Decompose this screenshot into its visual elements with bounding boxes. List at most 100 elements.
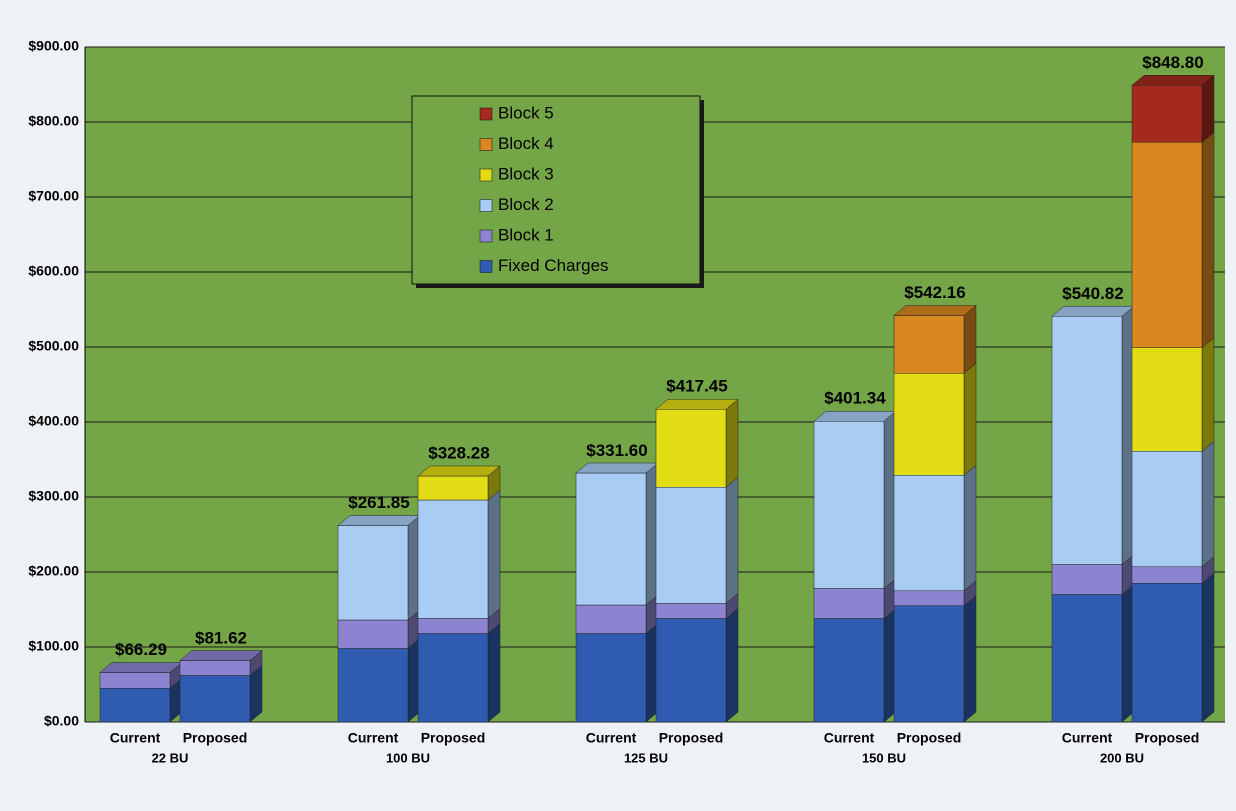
bar-segment xyxy=(575,633,647,723)
bar-segment xyxy=(893,590,965,606)
bar-segment xyxy=(655,409,727,488)
legend-label: Fixed Charges xyxy=(498,256,609,275)
bar-side xyxy=(725,607,739,723)
legend-label: Block 5 xyxy=(498,103,554,122)
x-tick-label: Proposed xyxy=(1135,730,1200,746)
total-label: $81.62 xyxy=(195,628,247,647)
y-tick-label: $200.00 xyxy=(28,563,79,579)
bar-segment xyxy=(1131,85,1203,143)
bar-segment xyxy=(417,618,489,634)
bar-segment xyxy=(1131,451,1203,567)
bar-top xyxy=(99,662,183,673)
bar-top xyxy=(1051,306,1135,317)
y-tick-label: $500.00 xyxy=(28,338,79,354)
legend xyxy=(411,95,701,285)
bar-segment xyxy=(337,648,409,723)
bar-segment xyxy=(1131,566,1203,584)
bar-segment xyxy=(1131,142,1203,348)
group-label: 22 BU xyxy=(152,750,189,765)
bar-segment xyxy=(893,475,965,591)
bar-top xyxy=(179,650,263,661)
x-tick-label: Current xyxy=(1062,730,1113,746)
x-tick-label: Current xyxy=(348,730,399,746)
total-label: $401.34 xyxy=(824,388,886,407)
bar-side xyxy=(963,595,977,723)
bar-segment xyxy=(575,472,647,606)
bar-segment xyxy=(893,373,965,476)
x-tick-label: Current xyxy=(586,730,637,746)
bar-segment xyxy=(1051,564,1123,595)
y-tick-label: $400.00 xyxy=(28,413,79,429)
bar-segment xyxy=(575,604,647,634)
total-label: $540.82 xyxy=(1062,284,1123,303)
bar-segment xyxy=(337,619,409,649)
y-tick-label: $100.00 xyxy=(28,638,79,654)
bar-side xyxy=(963,464,977,592)
bar-segment xyxy=(1131,583,1203,723)
x-tick-label: Current xyxy=(110,730,161,746)
bar-top xyxy=(655,399,739,410)
bar-segment xyxy=(655,487,727,604)
bar-top xyxy=(417,465,501,477)
legend-swatch xyxy=(479,199,493,212)
total-label: $66.29 xyxy=(115,640,167,659)
bar-side xyxy=(1201,74,1215,143)
legend-swatch xyxy=(479,138,493,151)
bar-side xyxy=(725,476,739,605)
bar-side xyxy=(487,622,501,723)
y-tick-label: $700.00 xyxy=(28,188,79,204)
bar-segment xyxy=(337,525,409,621)
group-label: 200 BU xyxy=(1100,750,1144,765)
bar-top xyxy=(1131,75,1215,86)
legend-label: Block 2 xyxy=(498,195,554,214)
bar-segment xyxy=(813,618,885,723)
bar-segment xyxy=(893,315,965,374)
bar-segment xyxy=(179,660,251,676)
bar-top xyxy=(893,305,977,316)
legend-swatch xyxy=(479,260,493,273)
bar-side xyxy=(963,362,977,476)
y-tick-label: $600.00 xyxy=(28,263,79,279)
y-tick-label: $300.00 xyxy=(28,488,79,504)
bar-segment xyxy=(813,588,885,619)
x-tick-label: Proposed xyxy=(659,730,724,746)
y-tick-label: $900.00 xyxy=(28,38,79,54)
bar-segment xyxy=(417,633,489,723)
bar-segment xyxy=(893,605,965,723)
bar-segment xyxy=(417,499,489,619)
bar-segment xyxy=(655,603,727,619)
total-label: $542.16 xyxy=(904,283,965,302)
bar-side xyxy=(725,398,739,488)
legend-label: Block 4 xyxy=(498,134,554,153)
x-tick-label: Proposed xyxy=(897,730,962,746)
group-label: 150 BU xyxy=(862,750,906,765)
bar-side xyxy=(487,489,501,620)
group-label: 100 BU xyxy=(386,750,430,765)
total-label: $417.45 xyxy=(666,376,727,395)
y-tick-label: $0.00 xyxy=(44,713,79,729)
bar-segment xyxy=(179,675,251,723)
bar-side xyxy=(1201,440,1215,568)
total-label: $261.85 xyxy=(348,493,409,512)
total-label: $331.60 xyxy=(586,441,647,460)
legend-label: Block 3 xyxy=(498,164,554,183)
bar-top xyxy=(813,411,897,422)
x-tick-label: Current xyxy=(824,730,875,746)
y-tick-label: $800.00 xyxy=(28,113,79,129)
x-tick-label: Proposed xyxy=(183,730,248,746)
legend-swatch xyxy=(479,168,493,182)
x-tick-label: Proposed xyxy=(421,730,486,746)
legend-label: Block 1 xyxy=(498,225,554,244)
bar-segment xyxy=(1051,316,1123,565)
bar-top xyxy=(337,515,421,526)
bar-segment xyxy=(655,618,727,723)
bar-side xyxy=(1201,337,1215,452)
bar-top xyxy=(575,462,659,474)
group-label: 125 BU xyxy=(624,750,668,765)
bar-segment xyxy=(99,672,171,689)
bar-segment xyxy=(1051,594,1123,723)
bar-segment xyxy=(813,421,885,589)
total-label: $848.80 xyxy=(1142,53,1203,72)
bar-side xyxy=(1201,131,1215,349)
